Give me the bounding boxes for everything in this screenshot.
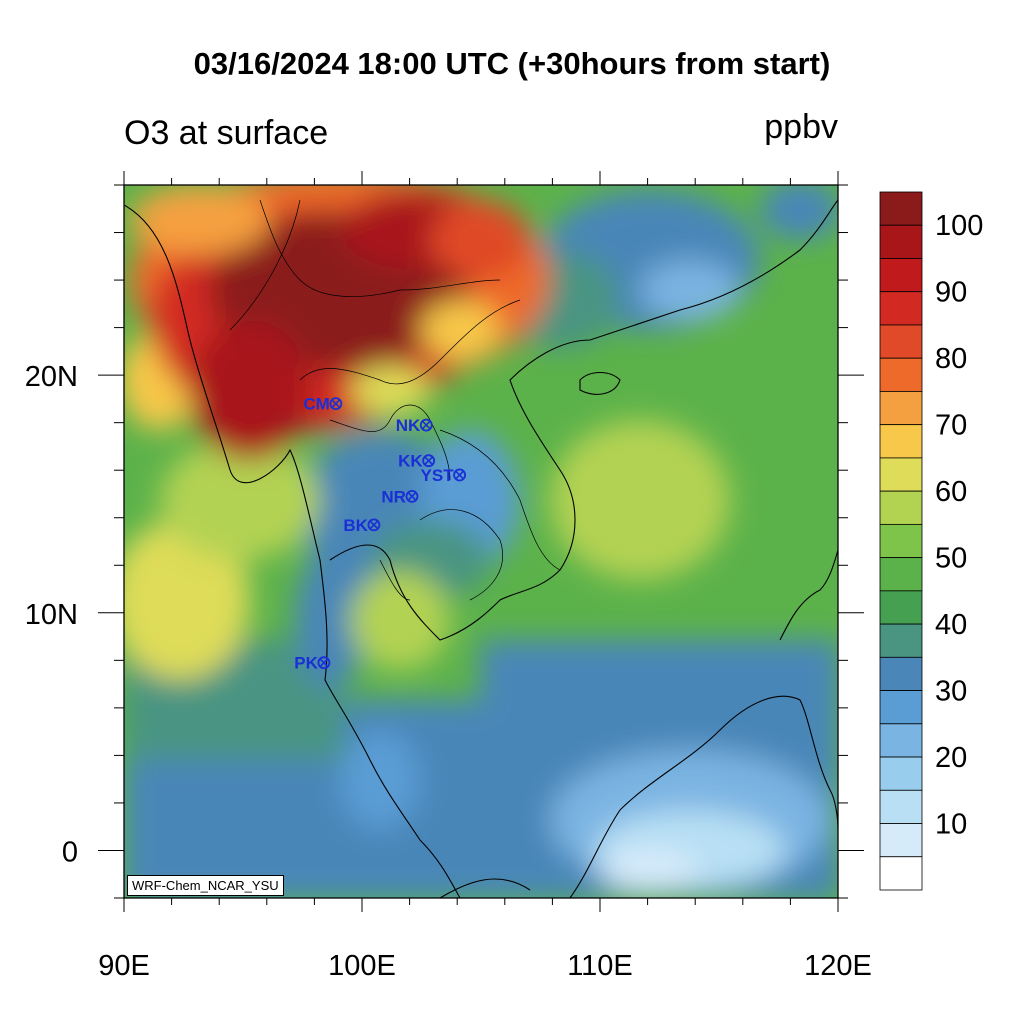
station-label: KK: [398, 452, 423, 471]
colorbar-swatch: [879, 690, 923, 725]
colorbar-swatch: [879, 191, 923, 226]
colorbar-swatch: [879, 291, 923, 326]
station-marker-icon: [329, 397, 343, 411]
x-tick-label: 110E: [567, 950, 633, 982]
station-label: CM: [303, 395, 329, 414]
station-label: NR: [381, 487, 406, 506]
colorbar-label: 20: [935, 742, 967, 774]
colorbar-swatch: [879, 224, 923, 259]
colorbar-label: 10: [935, 809, 967, 841]
colorbar-label: 40: [935, 609, 967, 641]
ozone-field: [124, 185, 838, 898]
colorbar-label: 60: [935, 476, 967, 508]
colorbar-swatch: [879, 823, 923, 858]
colorbar-label: 50: [935, 543, 967, 575]
station-pk: PK: [294, 654, 331, 673]
x-tick-label: 120E: [804, 950, 872, 982]
colorbar-swatch: [879, 756, 923, 791]
colorbar-swatch: [879, 856, 923, 891]
colorbar-label: 100: [935, 210, 983, 242]
station-bk: BK: [343, 516, 381, 535]
station-marker-icon: [453, 468, 466, 482]
y-tick-label: 10N: [25, 599, 78, 631]
colorbar-label: 30: [935, 676, 967, 708]
station-marker-icon: [405, 489, 419, 503]
station-label: BK: [343, 516, 368, 535]
colorbar-swatch: [879, 490, 923, 525]
station-kk: KK: [398, 452, 436, 471]
station-marker-icon: [422, 454, 436, 468]
colorbar-swatch: [879, 656, 923, 691]
colorbar-swatch: [879, 789, 923, 824]
model-credit: WRF-Chem_NCAR_YSU: [127, 875, 284, 896]
colorbar-swatch: [879, 391, 923, 426]
colorbar-label: 80: [935, 343, 967, 375]
y-tick-label: 0: [62, 836, 78, 868]
station-marker-icon: [317, 656, 331, 670]
y-tick-label: 20N: [25, 361, 78, 393]
colorbar-swatch: [879, 457, 923, 492]
variable-label: O3 at surface: [124, 114, 329, 152]
station-nk: NK: [396, 416, 433, 435]
x-tick-label: 100E: [328, 950, 396, 982]
colorbar-swatch: [879, 557, 923, 592]
colorbar-swatch: [879, 590, 923, 625]
colorbar-swatch: [879, 623, 923, 658]
borders: [229, 199, 561, 601]
colorbar-swatch: [879, 324, 923, 359]
colorbar-label: 90: [935, 277, 967, 309]
station-yst: YST: [421, 466, 466, 485]
colorbar-swatch: [879, 523, 923, 559]
colorbar-label: 70: [935, 410, 967, 442]
unit-label: ppbv: [764, 108, 838, 146]
station-nr: NR: [381, 487, 419, 506]
colorbar: 100 90 80 70 60 50 40 30 20 10: [879, 191, 983, 891]
x-tick-label: 90E: [98, 950, 150, 982]
station-marker-icon: [367, 518, 381, 532]
station-label: NK: [396, 416, 421, 435]
colorbar-swatch: [879, 258, 923, 293]
map-title: 03/16/2024 18:00 UTC (+30hours from star…: [193, 46, 831, 81]
axis-tick-labels: 90E 100E 110E 120E 0 10N 20N: [25, 361, 872, 982]
colorbar-swatch: [879, 424, 923, 459]
plot-frame: [123, 184, 839, 899]
station-label: PK: [294, 654, 318, 673]
colorbar-swatch: [879, 723, 923, 758]
axis-ticks: [98, 171, 864, 912]
coastlines: [124, 199, 838, 898]
station-marker-icon: [419, 418, 433, 432]
colorbar-swatch: [879, 357, 923, 392]
station-cm: CM: [303, 395, 343, 414]
station-label: YST: [421, 466, 455, 485]
